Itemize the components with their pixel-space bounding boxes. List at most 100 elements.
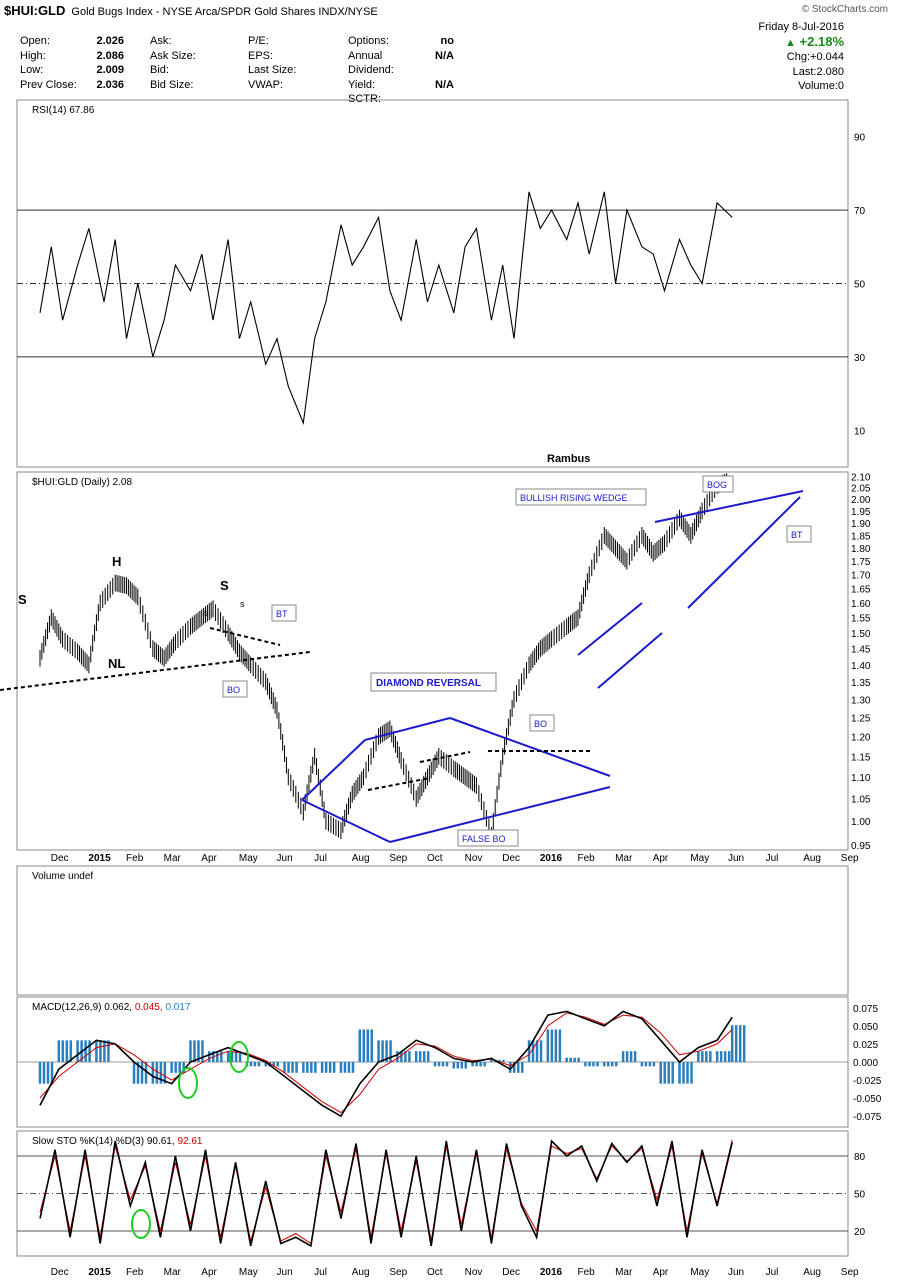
quote-row: Last Size:	[248, 63, 338, 78]
month-tick-label: May	[239, 1267, 258, 1278]
price-tick-label: 2.10	[851, 472, 871, 483]
quote-label: Bid:	[150, 64, 169, 76]
diamond-inner-line	[367, 777, 431, 791]
quote-label: Annual Dividend:	[348, 49, 394, 77]
month-tick-label: May	[239, 853, 258, 864]
quote-row: Ask Size:	[150, 49, 240, 64]
macd-title-label: MACD(12,26,9) 0.062, 0.045, 0.017	[32, 1002, 191, 1013]
bo-label-1-box	[222, 680, 248, 698]
quote-date: Friday 8-Jul-2016	[758, 21, 844, 33]
month-tick-label: Mar	[615, 1267, 633, 1278]
month-tick-label: 2015	[88, 853, 111, 864]
head-label: H	[112, 554, 121, 569]
sto-d-line	[39, 1139, 733, 1245]
quote-row: VWAP:	[248, 78, 338, 93]
false-bo-label-box	[457, 829, 519, 847]
quote-value: 2.009	[96, 64, 124, 76]
month-tick-label: Jul	[314, 1267, 327, 1278]
symbol: $HUI:GLD	[4, 3, 66, 18]
quote-label: Ask Size:	[150, 49, 196, 62]
price-tick-label: 1.25	[851, 714, 871, 725]
bullish-rising-wedge-label: BULLISH RISING WEDGE	[520, 493, 628, 503]
quote-row: High: 2.086	[20, 49, 124, 64]
quote-row: Prev Close: 2.036	[20, 78, 124, 93]
month-tick-label: Sep	[841, 1267, 859, 1278]
quote-label: Open:	[20, 35, 50, 47]
sto-k-line	[39, 1139, 733, 1248]
quote-label: SCTR:	[348, 93, 381, 105]
rsi-tick-label: 30	[854, 353, 866, 364]
rsi-tick-label: 90	[854, 133, 866, 144]
channel-line	[577, 602, 643, 656]
price-tick-label: 1.95	[851, 507, 871, 518]
diamond-line	[301, 739, 366, 801]
price-tick-label: 1.00	[851, 817, 871, 828]
month-tick-label: Aug	[803, 1267, 821, 1278]
month-tick-label: Nov	[465, 853, 483, 864]
month-tick-label: Aug	[803, 853, 821, 864]
quote-row: Volume:0	[758, 79, 844, 94]
rsi-tick-label: 70	[854, 206, 866, 217]
rsi-tick-label: 10	[854, 426, 866, 437]
sto-d-value: 92.61	[177, 1136, 202, 1147]
price-tick-label: 1.15	[851, 752, 871, 763]
month-tick-label: Feb	[577, 1267, 595, 1278]
month-tick-label: Apr	[201, 853, 217, 864]
price-tick-label: 1.20	[851, 733, 871, 744]
up-triangle-icon: ▲	[785, 36, 796, 49]
macd-tick-label: 0.000	[853, 1058, 878, 1069]
quote-row: SCTR:	[348, 92, 454, 107]
price-tick-label: 1.90	[851, 519, 871, 530]
price-tick-label: 1.50	[851, 629, 871, 640]
quote-value: 0	[837, 80, 844, 92]
month-tick-label: Dec	[502, 853, 520, 864]
price-tick-label: 1.35	[851, 678, 871, 689]
month-tick-label: May	[690, 853, 709, 864]
bullish-rising-wedge-label-box	[515, 488, 647, 506]
month-tick-label: Oct	[427, 853, 443, 864]
bt-label-2-box	[786, 525, 812, 543]
highlight-circle	[131, 1209, 151, 1239]
quote-label: Volume:	[798, 80, 838, 92]
quote-row: Bid Size:	[150, 78, 240, 93]
highlight-circle	[178, 1067, 198, 1099]
quote-label: Bid Size:	[150, 78, 194, 91]
quote-label: Yield:	[348, 78, 376, 91]
quote-row: Last:2.080	[758, 65, 844, 80]
month-tick-label: Oct	[427, 1267, 443, 1278]
brand-logo[interactable]: © StockCharts.com	[801, 4, 888, 15]
shoulder-line	[209, 627, 281, 646]
quote-row: Bid:	[150, 63, 240, 78]
macd-tick-label: 0.050	[853, 1022, 878, 1033]
macd-tick-label: -0.050	[853, 1094, 882, 1105]
month-tick-label: Mar	[164, 1267, 182, 1278]
bog-label-box	[702, 475, 734, 493]
panel-frame-price	[16, 471, 849, 851]
price-tick-label: 1.55	[851, 614, 871, 625]
quote-header: $HUI:GLD Gold Bugs Index - NYSE Arca/SPDR…	[0, 0, 900, 105]
price-tick-label: 1.85	[851, 531, 871, 542]
month-tick-label: Jun	[728, 1267, 744, 1278]
quote-label: EPS:	[248, 49, 274, 62]
left-shoulder-label: S	[18, 592, 27, 607]
month-tick-label: Dec	[51, 853, 69, 864]
bt-label-1-box	[271, 604, 297, 622]
symbol-description: Gold Bugs Index - NYSE Arca/SPDR Gold Sh…	[71, 6, 378, 18]
quote-label: P/E:	[248, 35, 269, 47]
sto-title-label: Slow STO %K(14) %D(3) 90.61, 92.61	[32, 1136, 203, 1147]
rsi-tick-label: 50	[854, 280, 866, 291]
month-tick-label: Feb	[126, 1267, 144, 1278]
macd-tick-label: -0.075	[853, 1112, 882, 1123]
volume-title-label: Volume undef	[32, 871, 93, 882]
month-tick-label: May	[690, 1267, 709, 1278]
quote-row: Low: 2.009	[20, 63, 124, 78]
month-tick-label: Jul	[766, 853, 779, 864]
month-tick-label: Jun	[728, 853, 744, 864]
price-tick-label: 1.65	[851, 584, 871, 595]
month-tick-label: Apr	[201, 1267, 217, 1278]
month-tick-label: Jun	[277, 1267, 293, 1278]
quote-label: Ask:	[150, 35, 172, 47]
channel-line	[597, 632, 663, 689]
sto-k-value: 90.61,	[147, 1136, 178, 1147]
